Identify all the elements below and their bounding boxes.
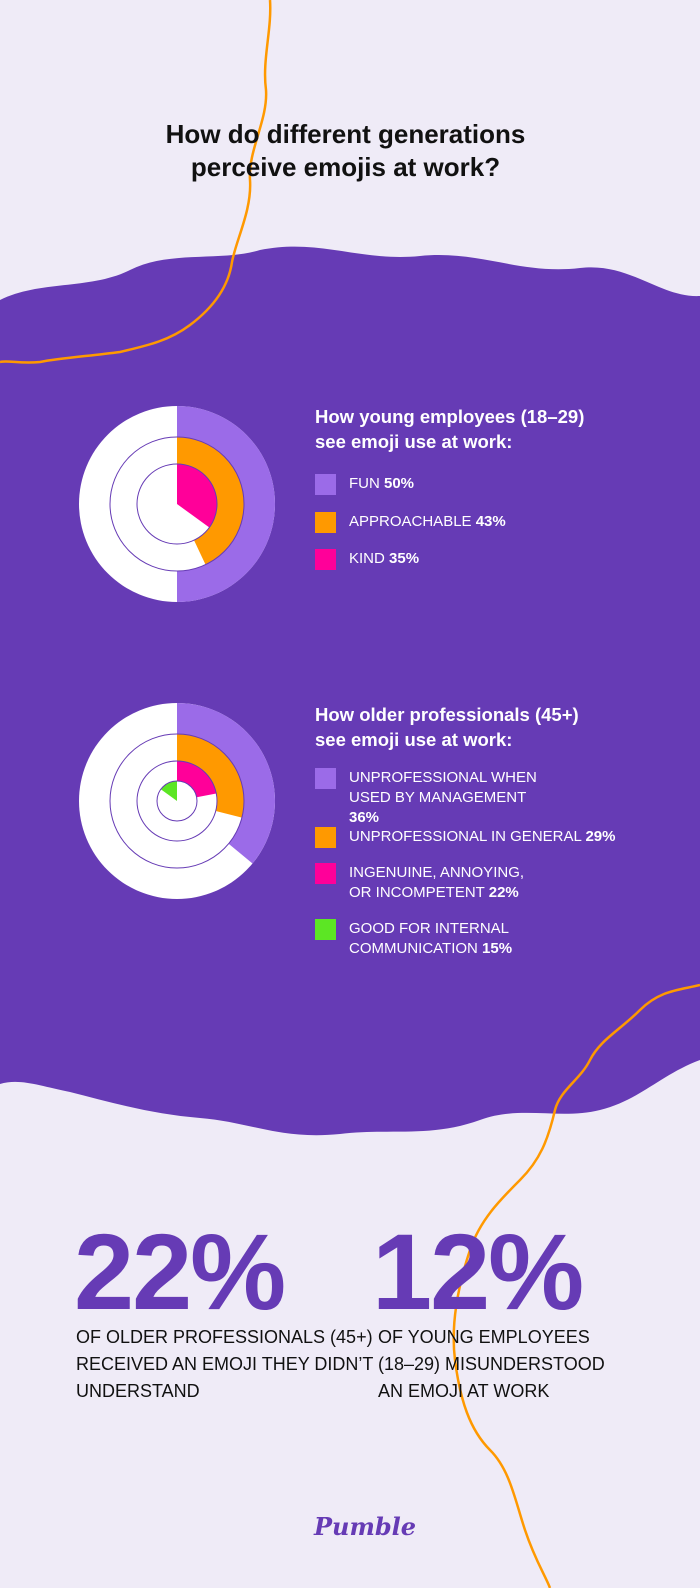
pumble-logo: Pumble xyxy=(314,1512,417,1541)
ring-divider xyxy=(136,760,218,842)
legend-label: APPROACHABLE 43% xyxy=(349,513,506,530)
legend-value: 22% xyxy=(488,884,519,901)
ring-divider xyxy=(136,463,218,545)
legend-heading-older: How older professionals (45+) see emoji … xyxy=(315,704,579,750)
orange-line-top xyxy=(0,0,272,364)
ring-divider xyxy=(109,436,245,572)
legend-value: 43% xyxy=(475,513,506,530)
legend-swatch xyxy=(315,768,336,789)
page-title: How do different generations perceive em… xyxy=(165,119,526,182)
legend-label: KIND 35% xyxy=(349,550,420,567)
ring-divider xyxy=(156,780,198,822)
ring-segment-approachable xyxy=(177,437,244,565)
legend-label: UNPROFESSIONAL WHEN USED BY MANAGEMENT 3… xyxy=(349,769,537,826)
ring-segment-unprofessional-in-general xyxy=(177,734,244,818)
legend-swatch xyxy=(315,474,336,495)
ring-segment-fun xyxy=(177,406,275,602)
ring-segment-ingenuine-annoying-or-incompetent xyxy=(177,761,217,798)
legend-value: 50% xyxy=(384,475,415,492)
legend-swatch xyxy=(315,827,336,848)
legend-label: INGENUINE, ANNOYING, OR INCOMPETENT 22% xyxy=(349,864,525,901)
legend-value: 35% xyxy=(389,550,420,567)
legend-item: UNPROFESSIONAL WHEN USED BY MANAGEMENT 3… xyxy=(315,768,549,828)
legend-item: INGENUINE, ANNOYING, OR INCOMPETENT 22% xyxy=(315,863,529,903)
stat-caption-young: OF YOUNG EMPLOYEES (18–29) MISUNDERSTOOD… xyxy=(378,1327,605,1401)
legend-value: 15% xyxy=(482,940,513,957)
legend-heading-young: How young employees (18–29) see emoji us… xyxy=(315,406,585,452)
legend-item: GOOD FOR INTERNAL COMMUNICATION 15% xyxy=(315,919,529,959)
older-professionals-ring-chart xyxy=(79,703,275,899)
legend-swatch xyxy=(315,919,336,940)
ring-divider xyxy=(109,733,245,869)
ring-segment-unprofessional-when-used-by-management xyxy=(177,703,275,864)
legend-label: UNPROFESSIONAL IN GENERAL 29% xyxy=(349,828,616,845)
legend-swatch xyxy=(315,863,336,884)
purple-band xyxy=(0,246,700,1136)
ring-segment-kind xyxy=(177,464,218,528)
legend-item: APPROACHABLE 43% xyxy=(315,512,639,533)
legend-item: FUN 50% xyxy=(315,474,639,495)
legend-label: GOOD FOR INTERNAL COMMUNICATION 15% xyxy=(349,920,513,957)
ring-segment-good-for-internal-communication xyxy=(160,781,177,801)
legend-swatch xyxy=(315,549,336,570)
legend-value: 29% xyxy=(585,828,616,845)
young-employees-ring-chart xyxy=(79,406,275,602)
legend-item: UNPROFESSIONAL IN GENERAL 29% xyxy=(315,827,649,848)
legend-label: FUN 50% xyxy=(349,475,415,492)
stat-value-older: 22% xyxy=(74,1211,286,1332)
legend-swatch xyxy=(315,512,336,533)
stat-value-young: 12% xyxy=(372,1211,584,1332)
legend-value: 36% xyxy=(349,809,380,826)
orange-line-bottom xyxy=(452,983,700,1588)
stat-caption-older: OF OLDER PROFESSIONALS (45+) RECEIVED AN… xyxy=(76,1327,374,1401)
legend-item: KIND 35% xyxy=(315,549,639,570)
